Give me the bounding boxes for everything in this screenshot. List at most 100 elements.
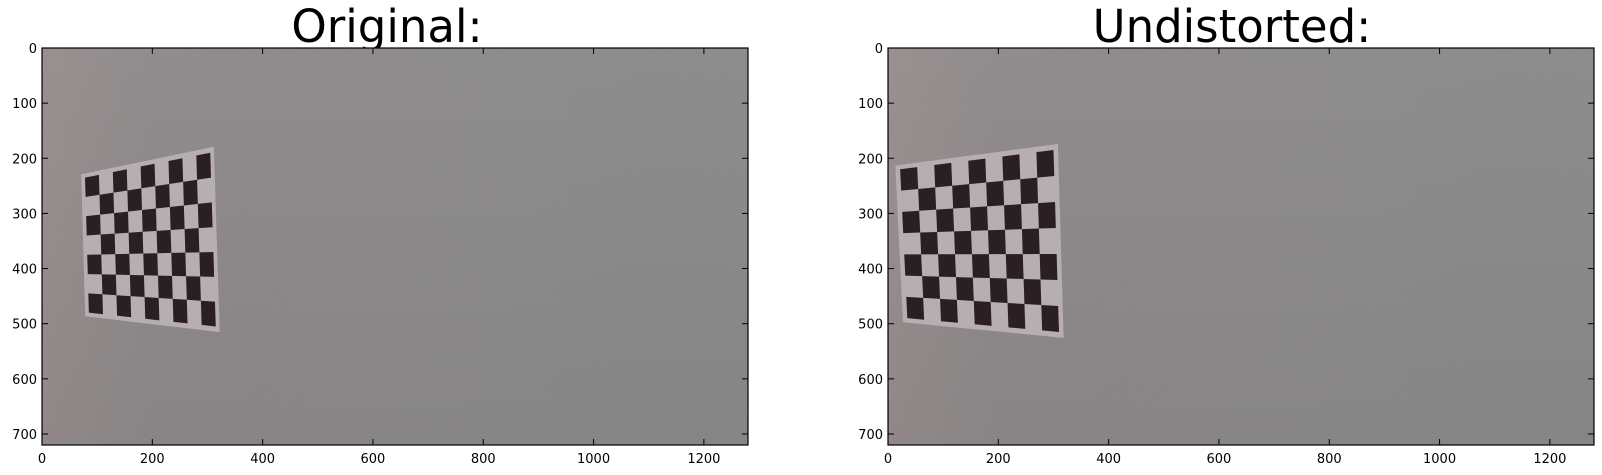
- board-square: [940, 298, 958, 323]
- board-square: [200, 300, 216, 327]
- axes-frame-original: [41, 47, 749, 446]
- board-square: [938, 254, 956, 278]
- board-square: [87, 254, 102, 275]
- board-square: [1004, 204, 1022, 230]
- board-square: [1039, 253, 1058, 280]
- y-tick-label: 500: [858, 318, 883, 333]
- board-square: [1002, 154, 1021, 181]
- panel-title-undistorted: Undistorted:: [1093, 0, 1372, 53]
- x-tick-label: 0: [884, 452, 892, 467]
- y-tick-label: 400: [858, 263, 883, 278]
- y-axis-original: 0 100 200 300 400 500 600 700: [12, 42, 748, 443]
- y-tick-label: 600: [858, 373, 883, 388]
- board-square: [101, 274, 117, 296]
- board-square: [952, 184, 971, 209]
- x-tick-label: 1000: [1423, 452, 1456, 467]
- x-tick-label: 800: [1317, 452, 1342, 467]
- board-square: [183, 179, 198, 206]
- panel-title-original: Original:: [291, 0, 482, 53]
- board-square: [1021, 228, 1040, 255]
- board-square: [1005, 254, 1024, 280]
- x-tick-label: 0: [38, 452, 46, 467]
- board-square: [902, 210, 921, 234]
- board-square: [171, 252, 187, 277]
- board-square: [968, 158, 987, 185]
- board-square: [86, 214, 101, 236]
- board-square: [196, 152, 212, 180]
- board-square: [971, 254, 990, 279]
- board-square: [143, 253, 158, 276]
- y-tick-label: 400: [12, 263, 37, 278]
- y-tick-label: 500: [12, 318, 37, 333]
- board-square: [114, 211, 129, 234]
- board-square: [197, 202, 213, 229]
- y-tick-label: 600: [12, 373, 37, 388]
- image-undistorted: [888, 48, 1594, 445]
- y-tick-label: 300: [858, 207, 883, 222]
- y-tick-label: 0: [29, 42, 37, 57]
- board-square: [1007, 302, 1026, 329]
- board-square: [973, 300, 992, 326]
- x-tick-label: 1000: [577, 452, 610, 467]
- board-square: [936, 208, 955, 232]
- y-tick-label: 100: [12, 97, 37, 112]
- board-square: [115, 253, 130, 275]
- board-square: [918, 187, 937, 211]
- panel-undistorted: Undistorted: 0 200 400 600 800 1000 1200 0 100 2…: [858, 0, 1595, 467]
- board-square: [1038, 201, 1056, 229]
- board-square: [140, 163, 156, 189]
- board-square: [156, 229, 172, 254]
- board-square: [172, 298, 188, 324]
- board-square: [1023, 279, 1042, 305]
- board-square: [1020, 177, 1039, 205]
- y-tick-label: 700: [858, 428, 883, 443]
- board-square: [199, 252, 215, 277]
- image-original: [42, 48, 748, 445]
- board-square: [955, 277, 974, 301]
- board-square: [1036, 150, 1055, 178]
- board-square: [922, 276, 941, 299]
- board-square: [970, 206, 988, 231]
- board-square: [144, 297, 160, 321]
- x-tick-label: 200: [986, 452, 1011, 467]
- y-tick-label: 200: [858, 152, 883, 167]
- x-tick-label: 1200: [1533, 452, 1566, 467]
- board-square: [116, 295, 132, 318]
- y-tick-label: 0: [875, 42, 883, 57]
- board-square: [186, 276, 201, 301]
- board-square: [987, 229, 1006, 255]
- board-square: [986, 180, 1005, 207]
- x-axis-original: 0 200 400 600 800 1000 1200: [38, 48, 720, 467]
- y-tick-label: 100: [858, 97, 883, 112]
- board-square: [112, 169, 128, 193]
- x-tick-label: 400: [1096, 452, 1121, 467]
- y-tick-label: 700: [12, 428, 37, 443]
- board-square: [99, 192, 115, 215]
- checkerboard-original: [81, 146, 220, 333]
- board-square: [184, 228, 200, 253]
- board-square: [900, 167, 919, 191]
- board-square: [157, 275, 173, 299]
- board-square: [904, 254, 923, 277]
- board-square: [168, 158, 184, 185]
- x-tick-label: 600: [1207, 452, 1232, 467]
- x-axis-undistorted: 0 200 400 600 800 1000 1200: [884, 48, 1566, 467]
- board-square: [934, 162, 953, 188]
- board-square: [141, 208, 157, 232]
- board-square: [920, 231, 939, 255]
- x-tick-label: 400: [250, 452, 275, 467]
- board-square: [989, 278, 1008, 303]
- x-tick-label: 200: [140, 452, 165, 467]
- board-square: [954, 230, 972, 255]
- board-square: [100, 233, 116, 255]
- y-tick-label: 200: [12, 152, 37, 167]
- board-square: [85, 174, 100, 197]
- y-tick-label: 300: [12, 207, 37, 222]
- board-square: [128, 231, 144, 254]
- x-tick-label: 600: [361, 452, 386, 467]
- board-square: [155, 184, 170, 209]
- axes-frame-undistorted: [887, 47, 1595, 446]
- x-tick-label: 800: [471, 452, 496, 467]
- board-square: [127, 188, 142, 212]
